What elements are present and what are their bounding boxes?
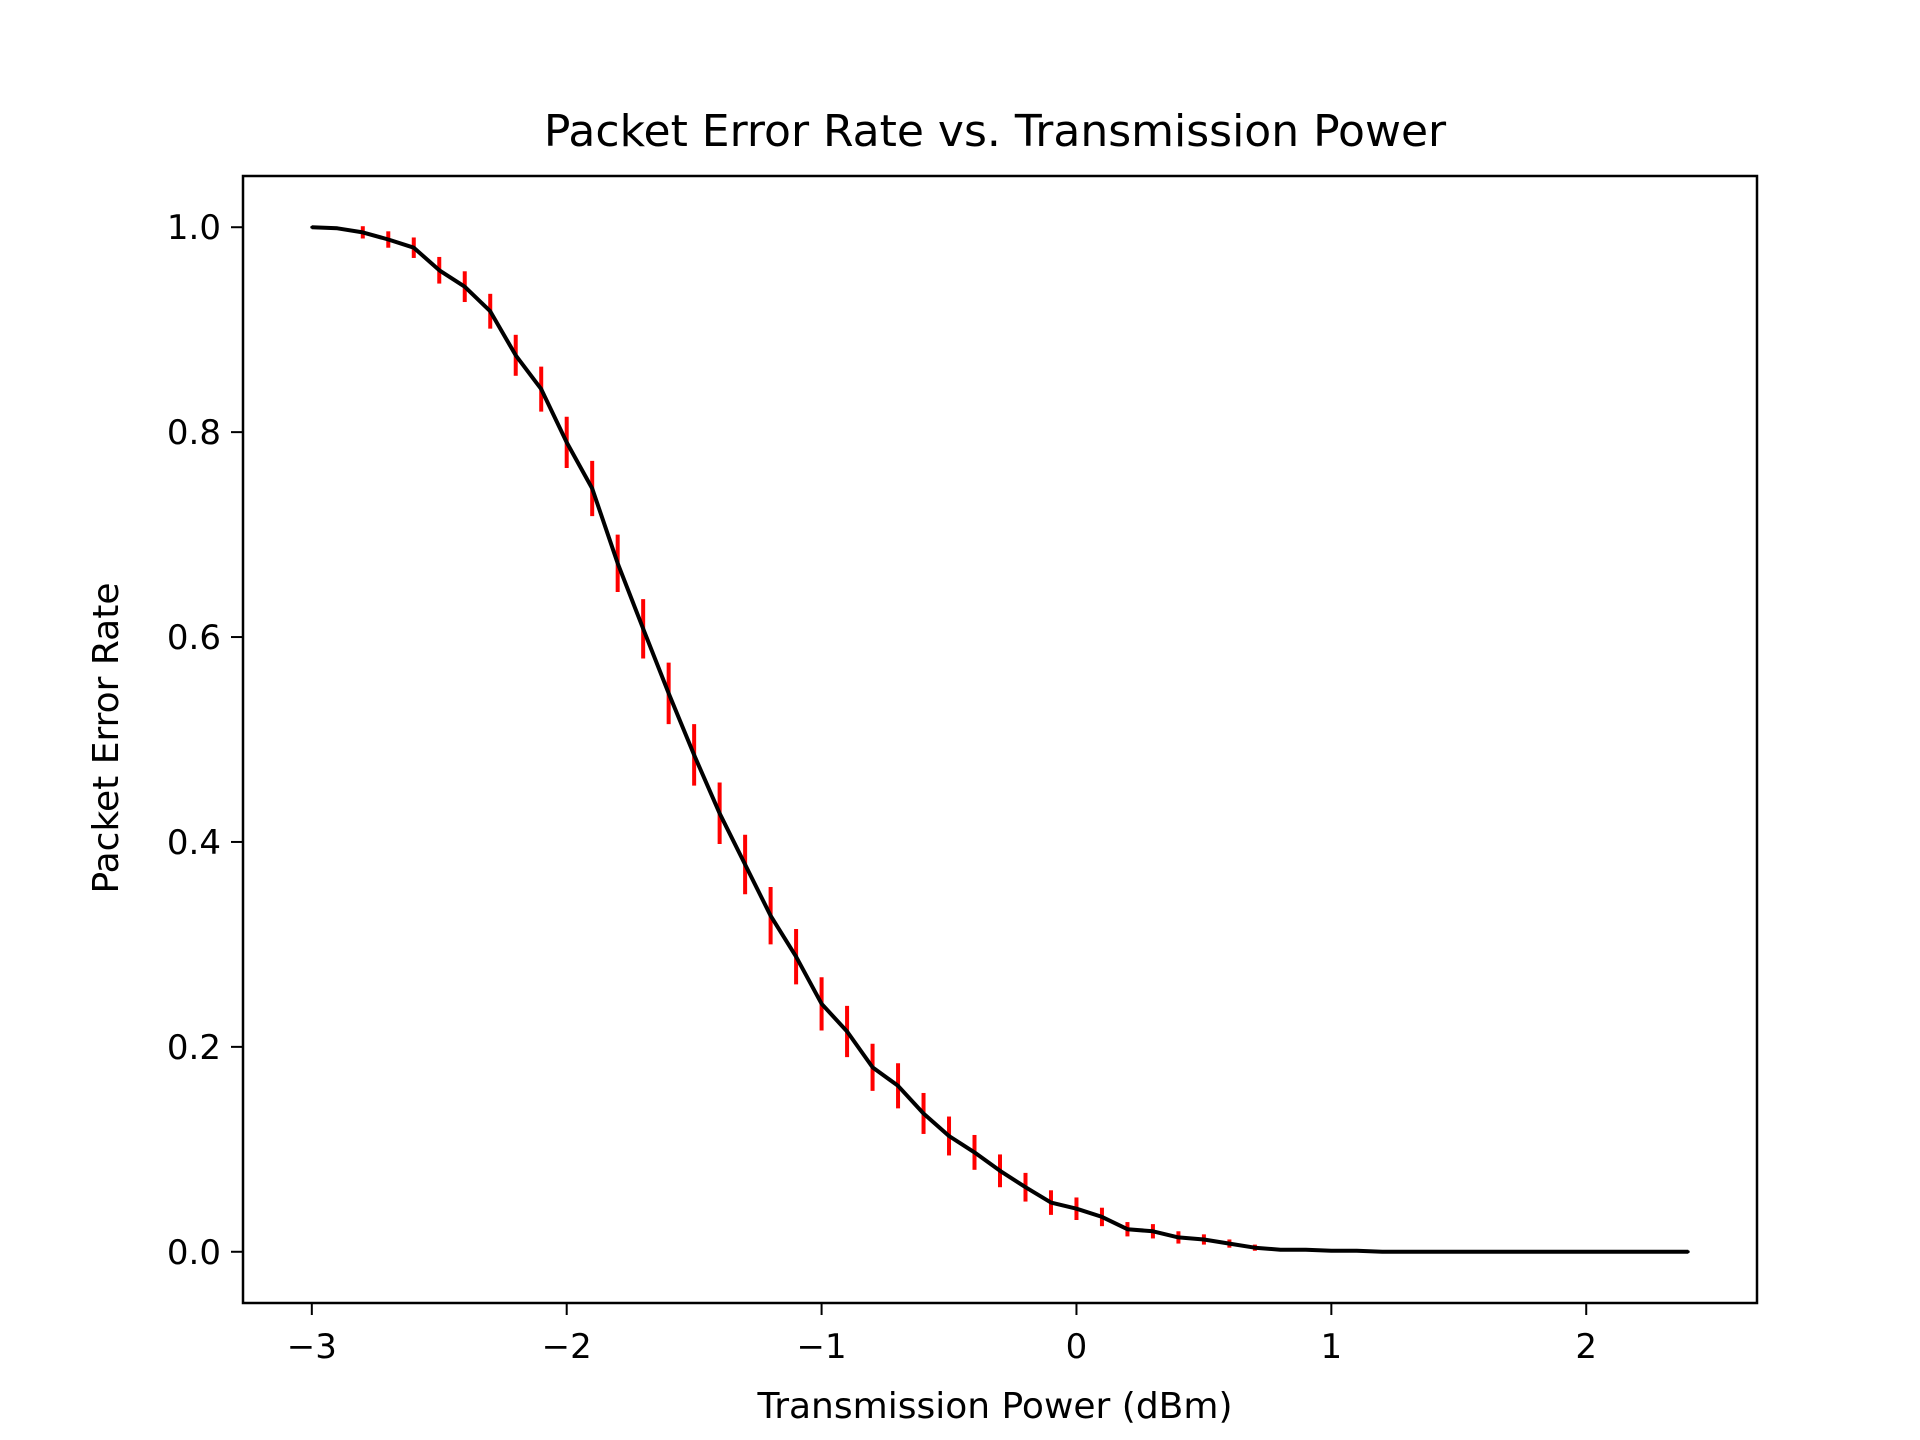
data-point	[667, 691, 671, 695]
data-point	[616, 561, 620, 565]
data-point	[1406, 1250, 1410, 1254]
y-tick-label: 0.8	[167, 413, 221, 453]
data-point	[794, 955, 798, 959]
data-point	[590, 486, 594, 490]
data-point	[1100, 1215, 1104, 1219]
data-point	[1227, 1242, 1231, 1246]
y-tick-label: 0.0	[167, 1233, 221, 1273]
x-tick-label: −1	[797, 1327, 847, 1367]
x-tick-label: 0	[1066, 1327, 1088, 1367]
data-point	[769, 914, 773, 918]
data-point	[1431, 1250, 1435, 1254]
data-point	[871, 1065, 875, 1069]
data-lines	[310, 225, 1690, 1254]
data-point	[692, 753, 696, 757]
data-point	[1176, 1235, 1180, 1239]
data-point	[1533, 1250, 1537, 1254]
data-point	[1661, 1250, 1665, 1254]
y-tick-label: 0.4	[167, 823, 221, 863]
data-point	[973, 1150, 977, 1154]
data-point	[1049, 1201, 1053, 1205]
y-tick-label: 0.2	[167, 1028, 221, 1068]
data-point	[1151, 1229, 1155, 1233]
x-axis-title: Transmission Power (dBm)	[757, 1386, 1233, 1427]
data-point	[718, 811, 722, 815]
data-point	[1508, 1250, 1512, 1254]
data-point	[743, 862, 747, 866]
data-point	[437, 268, 441, 272]
data-point	[1202, 1237, 1206, 1241]
plot-frame	[241, 174, 1759, 1305]
y-axis: 0.0 0.2 0.4 0.6 0.8 1.0	[167, 208, 243, 1273]
data-point	[845, 1029, 849, 1033]
data-point	[641, 627, 645, 631]
data-point	[1278, 1248, 1282, 1252]
data-point	[947, 1134, 951, 1138]
plot-area	[241, 174, 1759, 1305]
data-point	[1074, 1207, 1078, 1211]
data-point	[514, 353, 518, 357]
x-tick-label: 1	[1321, 1327, 1343, 1367]
data-point	[412, 246, 416, 250]
data-point	[1355, 1249, 1359, 1253]
data-point	[1559, 1250, 1563, 1254]
data-point	[820, 1002, 824, 1006]
data-point	[1584, 1250, 1588, 1254]
data-point	[1635, 1250, 1639, 1254]
data-point	[922, 1111, 926, 1115]
data-point	[1610, 1250, 1614, 1254]
data-point	[1304, 1248, 1308, 1252]
data-point	[1457, 1250, 1461, 1254]
data-point	[386, 238, 390, 242]
y-axis-title: Packet Error Rate	[86, 583, 127, 894]
data-point	[1125, 1227, 1129, 1231]
data-point	[361, 230, 365, 234]
data-point	[565, 440, 569, 444]
x-tick-label: 2	[1575, 1327, 1597, 1367]
y-tick-label: 0.6	[167, 618, 221, 658]
x-tick-label: −2	[542, 1327, 592, 1367]
chart-title: Packet Error Rate vs. Transmission Power	[544, 106, 1447, 157]
data-point	[1253, 1246, 1257, 1250]
data-point	[998, 1169, 1002, 1173]
data-point	[896, 1084, 900, 1088]
data-point	[310, 225, 314, 229]
x-tick-label: −3	[287, 1327, 337, 1367]
data-point	[463, 285, 467, 289]
data-point	[1023, 1185, 1027, 1189]
data-point	[539, 387, 543, 391]
data-point	[335, 226, 339, 230]
data-point	[1686, 1250, 1690, 1254]
y-tick-label: 1.0	[167, 208, 221, 248]
data-point	[1329, 1249, 1333, 1253]
data-point	[1482, 1250, 1486, 1254]
data-point	[1380, 1250, 1384, 1254]
data-point	[488, 309, 492, 313]
x-axis: −3 −2 −1 0 1 2	[287, 1303, 1597, 1367]
